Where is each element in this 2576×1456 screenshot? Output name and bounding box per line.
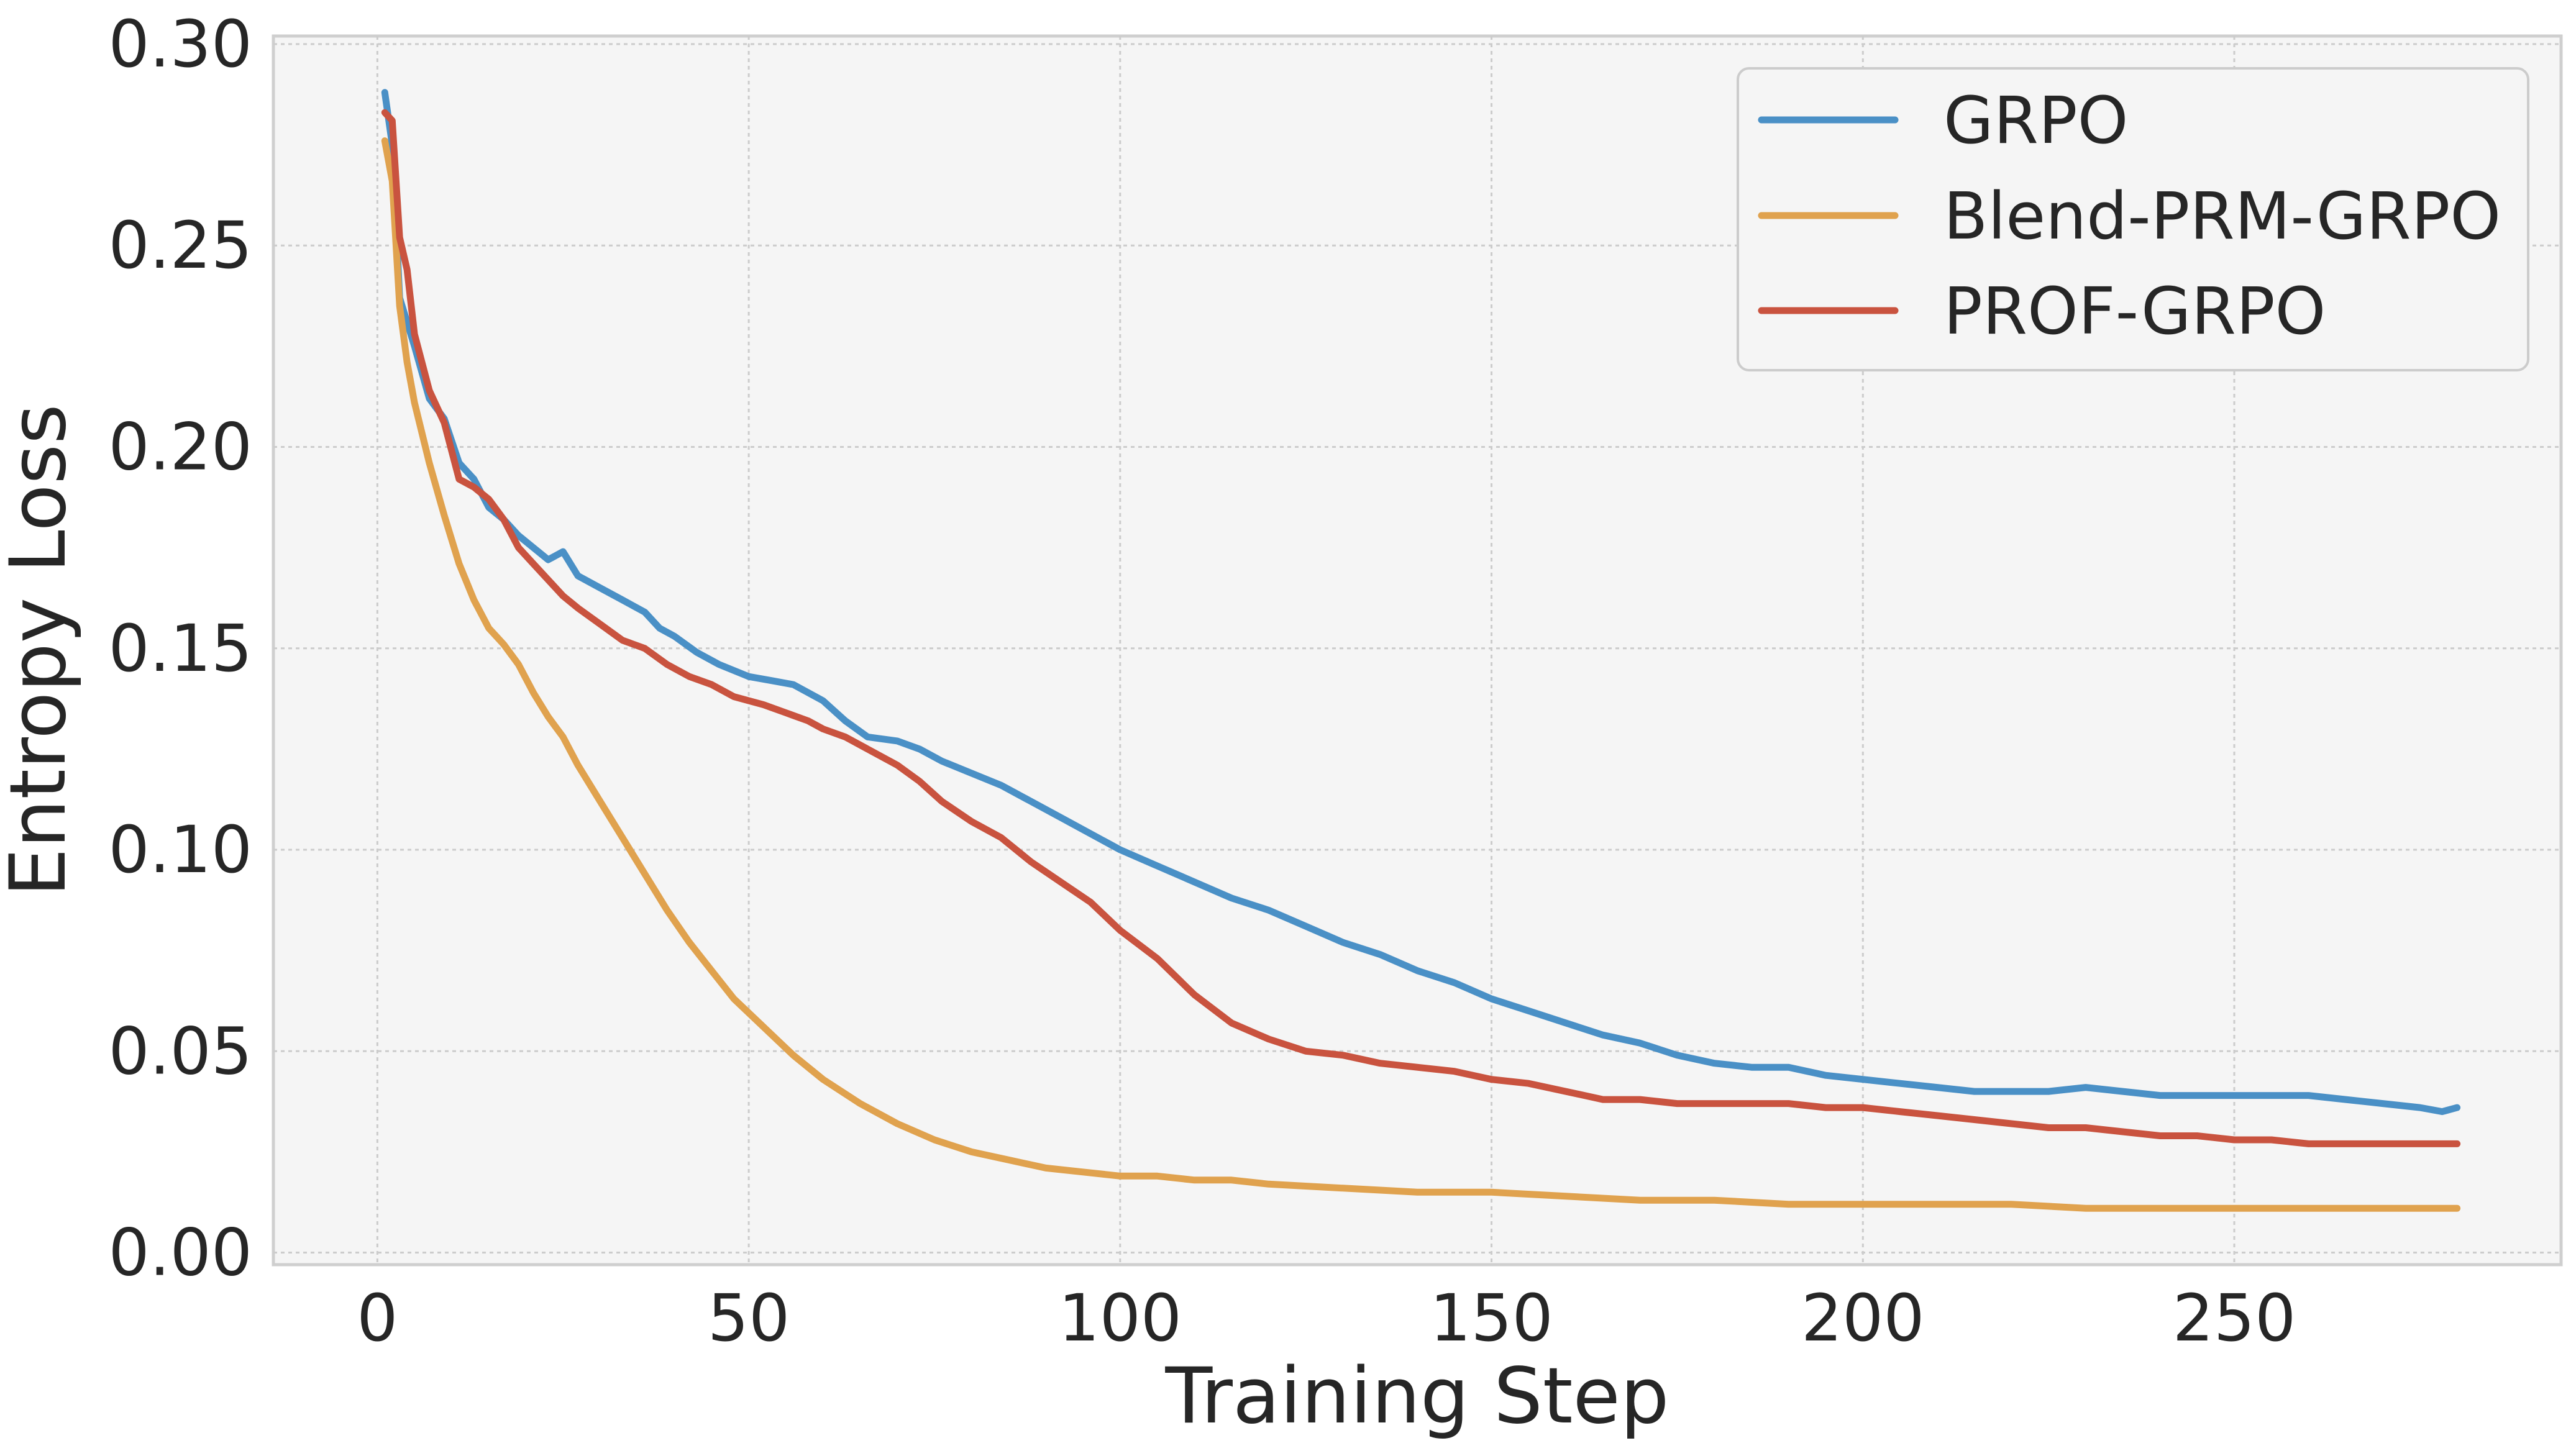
y-tick-label: 0.00 <box>108 1215 252 1291</box>
series-lines <box>381 89 2461 1212</box>
legend-label-prof-grpo: PROF-GRPO <box>1943 273 2326 349</box>
series-line-prof-grpo <box>381 109 2461 1147</box>
x-tick-label: 250 <box>2173 1280 2296 1356</box>
y-tick-label: 0.25 <box>108 207 252 283</box>
y-tick-label: 0.10 <box>108 812 252 888</box>
grid-lines <box>273 36 2561 1265</box>
y-tick-label: 0.05 <box>108 1013 252 1089</box>
x-axis-title: Training Step <box>1164 1352 1669 1441</box>
y-tick-label: 0.30 <box>108 6 252 82</box>
legend-label-grpo: GRPO <box>1943 83 2128 158</box>
x-tick-label: 100 <box>1059 1280 1182 1356</box>
x-tick-label: 0 <box>357 1280 398 1356</box>
series-line-blend-prm-grpo <box>381 137 2461 1212</box>
series-line-grpo <box>381 89 2461 1116</box>
y-tick-label: 0.15 <box>108 611 252 686</box>
x-tick-label: 50 <box>708 1280 790 1356</box>
x-tick-label: 150 <box>1430 1280 1553 1356</box>
legend: GRPO Blend-PRM-GRPO PROF-GRPO <box>1737 67 2529 371</box>
y-axis-title: Entropy Loss <box>0 404 83 896</box>
y-tick-label: 0.20 <box>108 409 252 485</box>
x-tick-label: 200 <box>1801 1280 1925 1356</box>
tick-labels: 0 50 100 150 200 250 0.00 0.05 0.10 0.15 0.20 0.25 0… <box>108 6 2296 1356</box>
legend-box <box>1737 67 2529 371</box>
legend-label-blend-prm-grpo: Blend-PRM-GRPO <box>1943 178 2501 254</box>
